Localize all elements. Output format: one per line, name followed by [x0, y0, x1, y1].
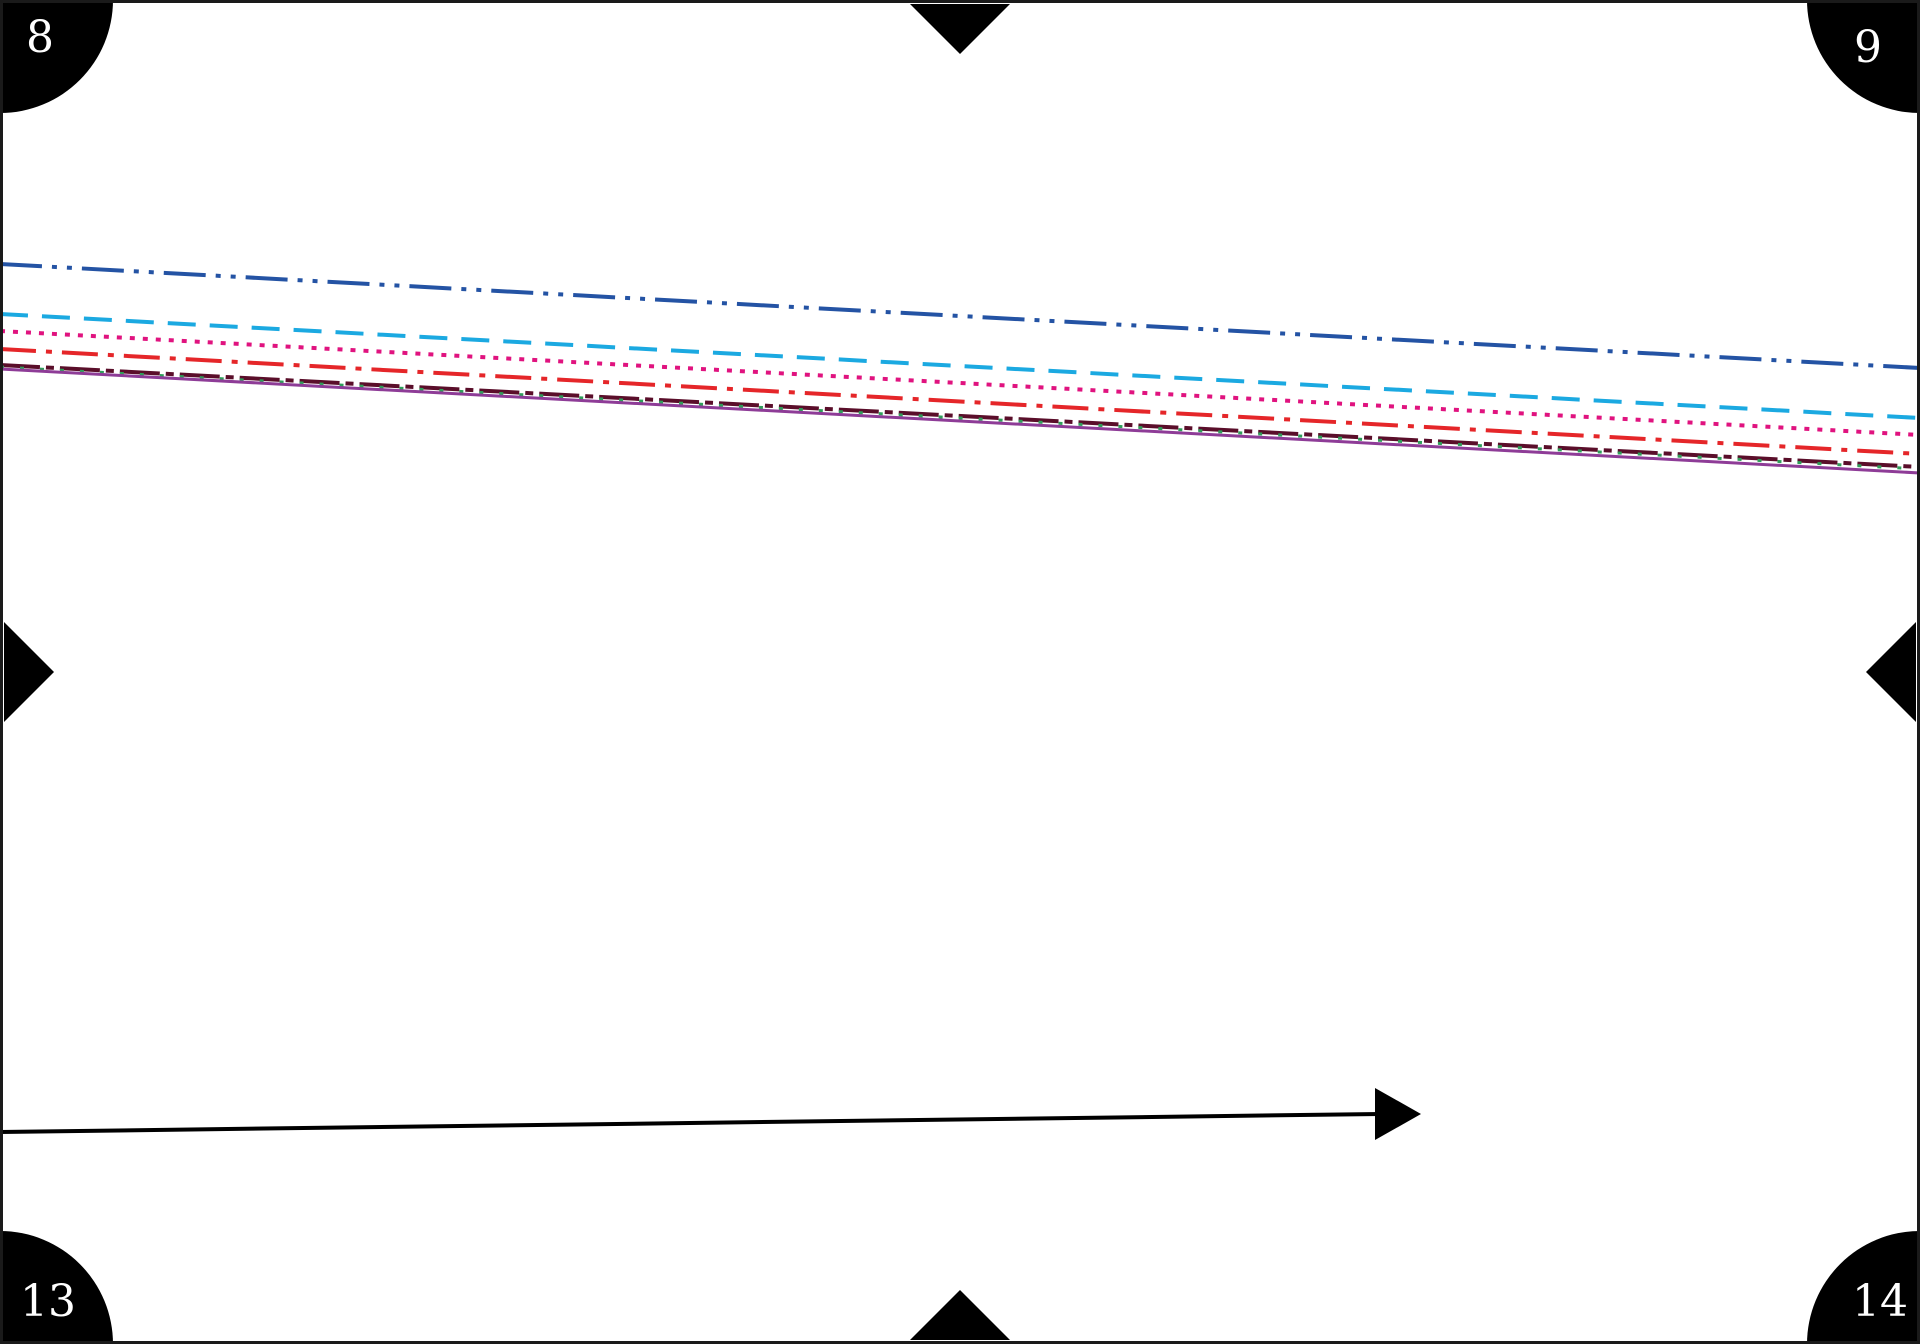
line-darkred-dashdot [0, 363, 1920, 469]
arrow-head [1375, 1088, 1421, 1140]
corner-pocket-top-left [0, 0, 113, 113]
arrow-shaft [0, 1112, 1381, 1134]
line-purple-solid [0, 367, 1920, 475]
bottom-notch [910, 1290, 1010, 1340]
corner-label-bottom-right: 14 [1852, 1276, 1908, 1327]
corner-pocket-bottom-right [1807, 1231, 1920, 1344]
corner-pocket-bottom-left [0, 1231, 113, 1344]
edge-markers [4, 4, 1916, 1340]
line-red-dashdot [0, 347, 1920, 456]
line-group [0, 262, 1920, 475]
corner-label-top-right: 9 [1854, 22, 1882, 73]
corner-label-top-left: 8 [26, 12, 54, 63]
top-notch [910, 4, 1010, 54]
arrow [0, 1088, 1421, 1140]
line-magenta-dotted [0, 329, 1920, 437]
left-notch [4, 622, 54, 722]
line-green-dotted [0, 365, 1920, 471]
corner-pocket-top-right [1807, 0, 1920, 113]
corner-label-bottom-left: 13 [20, 1276, 76, 1327]
line-cyan-dashed [0, 312, 1920, 420]
right-notch [1866, 622, 1916, 722]
